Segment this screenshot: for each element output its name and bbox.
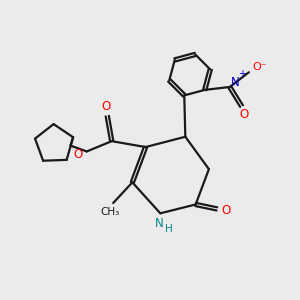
Text: N: N <box>154 217 163 230</box>
Text: +: + <box>238 69 246 79</box>
Text: O: O <box>221 204 230 217</box>
Text: CH₃: CH₃ <box>100 207 120 218</box>
Text: O: O <box>74 148 83 161</box>
Text: O: O <box>101 100 110 113</box>
Text: O: O <box>240 108 249 122</box>
Text: O⁻: O⁻ <box>252 62 266 72</box>
Text: N: N <box>231 76 239 89</box>
Text: H: H <box>165 224 172 235</box>
